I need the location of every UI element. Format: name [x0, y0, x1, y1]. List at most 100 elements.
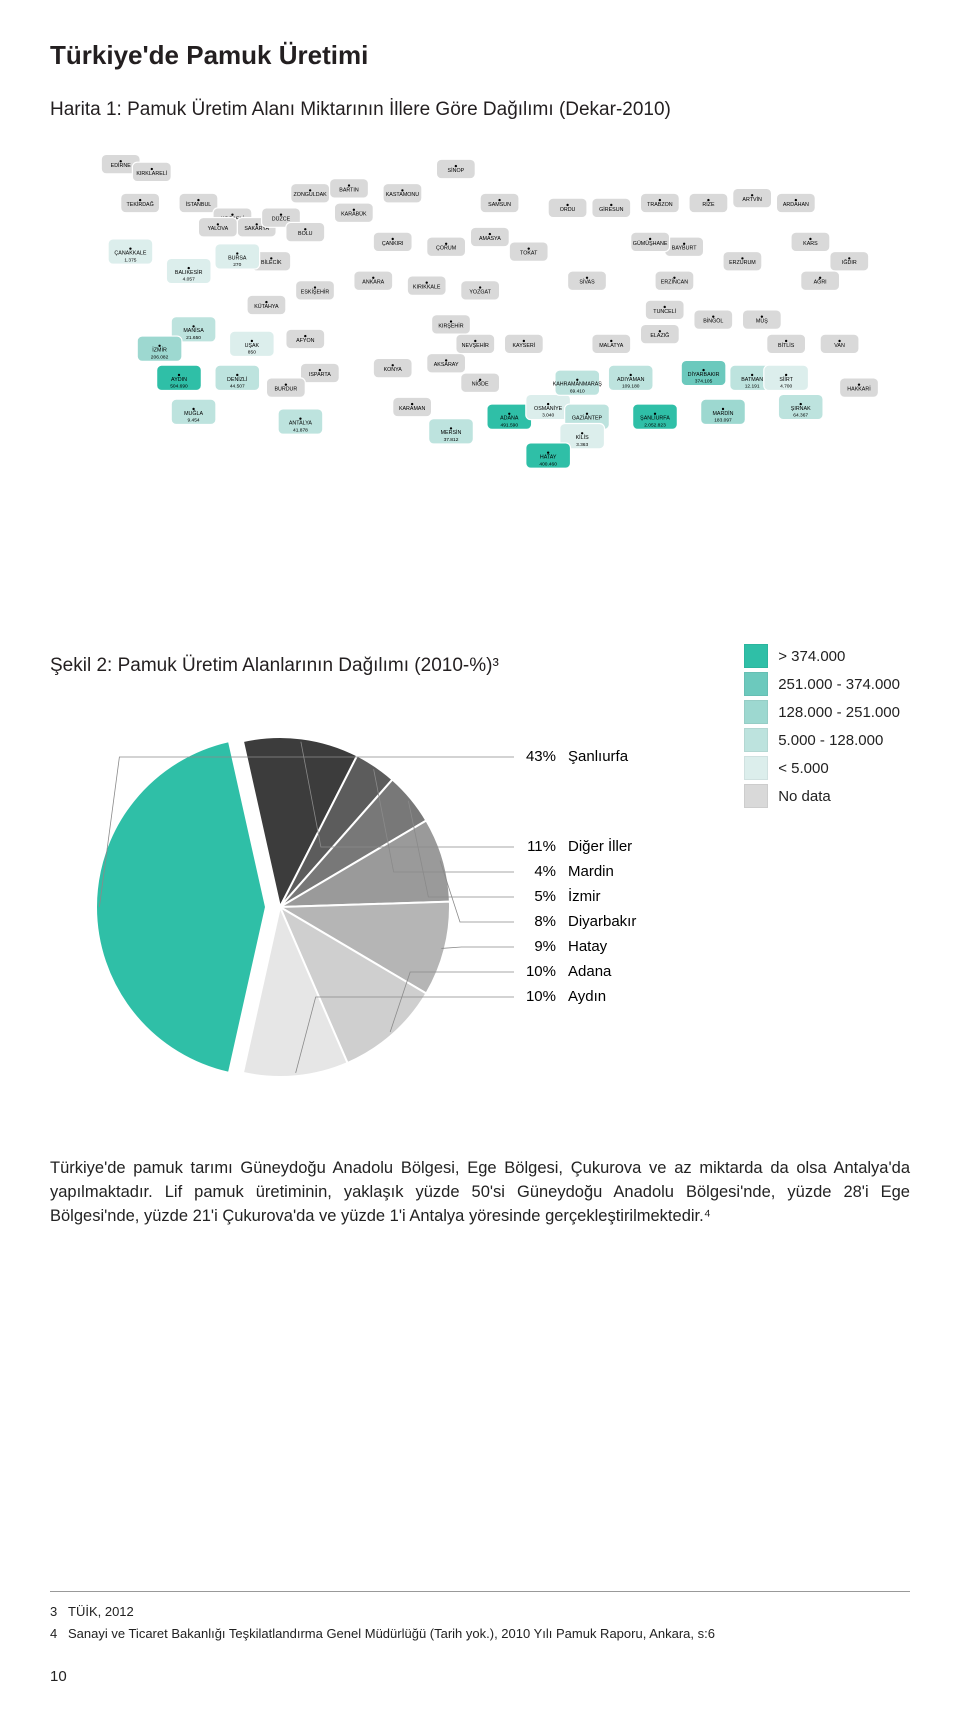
svg-text:10%: 10% — [526, 963, 556, 980]
svg-text:4.057: 4.057 — [183, 277, 195, 283]
svg-text:KÜTAHYA: KÜTAHYA — [254, 303, 279, 310]
svg-text:ŞIRNAK: ŞIRNAK — [791, 406, 811, 412]
svg-text:21.650: 21.650 — [186, 335, 201, 341]
svg-text:ADANA: ADANA — [500, 416, 519, 422]
svg-text:504.690: 504.690 — [170, 384, 188, 390]
svg-text:GİRESUN: GİRESUN — [599, 206, 623, 213]
turkey-map: EDİRNEKIRKLARELİTEKİRDAĞİSTANBULKOCAELİS… — [50, 135, 920, 475]
svg-text:491.590: 491.590 — [501, 422, 519, 428]
svg-text:206.082: 206.082 — [151, 354, 169, 360]
svg-text:DENİZLİ: DENİZLİ — [227, 376, 247, 383]
svg-text:ZONGULDAK: ZONGULDAK — [294, 192, 328, 198]
svg-text:YALOVA: YALOVA — [208, 226, 229, 232]
map-title: Harita 1: Pamuk Üretim Alanı Miktarının … — [50, 99, 910, 121]
svg-text:TOKAT: TOKAT — [520, 250, 538, 256]
svg-text:OSMANİYE: OSMANİYE — [534, 405, 563, 412]
body-paragraph: Türkiye'de pamuk tarımı Güneydoğu Anadol… — [50, 1157, 910, 1229]
svg-text:Şanlıurfa: Şanlıurfa — [568, 748, 629, 765]
svg-text:AYDIN: AYDIN — [171, 377, 187, 383]
svg-text:İSTANBUL: İSTANBUL — [186, 201, 212, 208]
svg-text:64.367: 64.367 — [793, 413, 808, 419]
svg-text:RİZE: RİZE — [702, 201, 715, 208]
svg-text:183.097: 183.097 — [714, 418, 732, 424]
footnote-num: 4 — [50, 1624, 68, 1644]
svg-text:9%: 9% — [534, 938, 556, 955]
svg-text:KIRKLARELİ: KIRKLARELİ — [136, 170, 167, 177]
svg-text:9.454: 9.454 — [188, 418, 200, 424]
footnote-text: Sanayi ve Ticaret Bakanlığı Teşkilatland… — [68, 1624, 715, 1644]
svg-text:109.180: 109.180 — [622, 384, 640, 390]
svg-text:ISPARTA: ISPARTA — [309, 372, 331, 378]
footnote-num: 3 — [50, 1602, 68, 1622]
svg-text:GAZİANTEP: GAZİANTEP — [572, 415, 603, 422]
svg-text:GÜMÜŞHANE: GÜMÜŞHANE — [633, 240, 668, 247]
svg-text:374.105: 374.105 — [695, 379, 713, 385]
svg-text:KAYSERİ: KAYSERİ — [513, 342, 536, 349]
svg-text:TEKİRDAĞ: TEKİRDAĞ — [127, 201, 154, 208]
legend-row: 251.000 - 374.000 — [744, 672, 900, 696]
svg-text:SAMSUN: SAMSUN — [488, 202, 511, 208]
svg-text:BİNGÖL: BİNGÖL — [703, 317, 723, 324]
legend-label: 251.000 - 374.000 — [778, 676, 900, 693]
svg-text:5%: 5% — [534, 888, 556, 905]
svg-text:Adana: Adana — [568, 963, 612, 980]
svg-text:ARTVİN: ARTVİN — [742, 196, 762, 203]
svg-text:ÇANKIRI: ÇANKIRI — [382, 241, 404, 247]
svg-text:ARDAHAN: ARDAHAN — [783, 202, 809, 208]
svg-text:Hatay: Hatay — [568, 938, 608, 955]
svg-text:SİVAS: SİVAS — [579, 279, 595, 286]
svg-text:4%: 4% — [534, 863, 556, 880]
svg-text:BAYBURT: BAYBURT — [672, 246, 697, 252]
svg-text:UŞAK: UŞAK — [245, 343, 260, 349]
svg-text:MARDİN: MARDİN — [712, 410, 733, 417]
legend-row: > 374.000 — [744, 644, 900, 668]
svg-text:KİLİS: KİLİS — [576, 434, 589, 441]
svg-text:3.363: 3.363 — [576, 442, 588, 448]
svg-text:VAN: VAN — [834, 343, 845, 349]
svg-text:HAKKARİ: HAKKARİ — [847, 385, 870, 392]
svg-text:BALIKESİR: BALIKESİR — [175, 269, 203, 276]
svg-text:NİĞDE: NİĞDE — [472, 381, 489, 388]
svg-text:ELAZIĞ: ELAZIĞ — [650, 332, 669, 339]
svg-text:TRABZON: TRABZON — [647, 202, 673, 208]
svg-text:MUŞ: MUŞ — [756, 318, 768, 324]
svg-text:KARAMAN: KARAMAN — [399, 406, 426, 412]
svg-text:12.191: 12.191 — [745, 384, 760, 390]
svg-text:11%: 11% — [527, 838, 556, 855]
svg-text:850: 850 — [248, 350, 256, 356]
svg-text:ÇORUM: ÇORUM — [436, 246, 456, 252]
svg-text:ANTALYA: ANTALYA — [289, 420, 313, 426]
svg-text:69.410: 69.410 — [570, 388, 585, 394]
svg-text:MUĞLA: MUĞLA — [184, 410, 203, 417]
svg-text:KONYA: KONYA — [384, 367, 403, 373]
svg-text:44.507: 44.507 — [230, 384, 245, 390]
svg-text:IĞDIR: IĞDIR — [842, 259, 857, 266]
svg-text:270: 270 — [233, 262, 241, 268]
legend-swatch — [744, 644, 768, 668]
svg-text:8%: 8% — [534, 913, 556, 930]
svg-text:ORDU: ORDU — [560, 207, 576, 213]
svg-text:2.052.823: 2.052.823 — [644, 422, 666, 428]
svg-text:KAHRAMANMARAŞ: KAHRAMANMARAŞ — [553, 382, 603, 388]
svg-text:SİİRT: SİİRT — [779, 376, 793, 383]
svg-text:Diyarbakır: Diyarbakır — [568, 913, 636, 930]
svg-text:41.878: 41.878 — [293, 427, 308, 433]
svg-text:MANİSA: MANİSA — [183, 327, 204, 334]
legend-label: > 374.000 — [778, 648, 845, 665]
svg-text:SİNOP: SİNOP — [448, 167, 465, 174]
svg-text:KARABÜK: KARABÜK — [341, 211, 367, 218]
svg-text:İZMİR: İZMİR — [152, 347, 167, 354]
svg-text:MALATYA: MALATYA — [599, 343, 624, 349]
page-number: 10 — [50, 1668, 67, 1685]
svg-text:KIRIKKALE: KIRIKKALE — [413, 284, 441, 290]
svg-text:ÇANAKKALE: ÇANAKKALE — [114, 250, 146, 256]
svg-text:BURDUR: BURDUR — [274, 386, 297, 392]
svg-text:43%: 43% — [526, 748, 556, 765]
svg-text:BARTIN: BARTIN — [339, 187, 359, 193]
svg-text:EDİRNE: EDİRNE — [111, 162, 132, 169]
svg-text:HATAY: HATAY — [540, 454, 557, 460]
svg-text:4.700: 4.700 — [780, 384, 792, 390]
svg-text:BİTLİS: BİTLİS — [778, 342, 795, 349]
svg-text:NEVŞEHİR: NEVŞEHİR — [462, 342, 489, 349]
svg-text:10%: 10% — [526, 988, 556, 1005]
